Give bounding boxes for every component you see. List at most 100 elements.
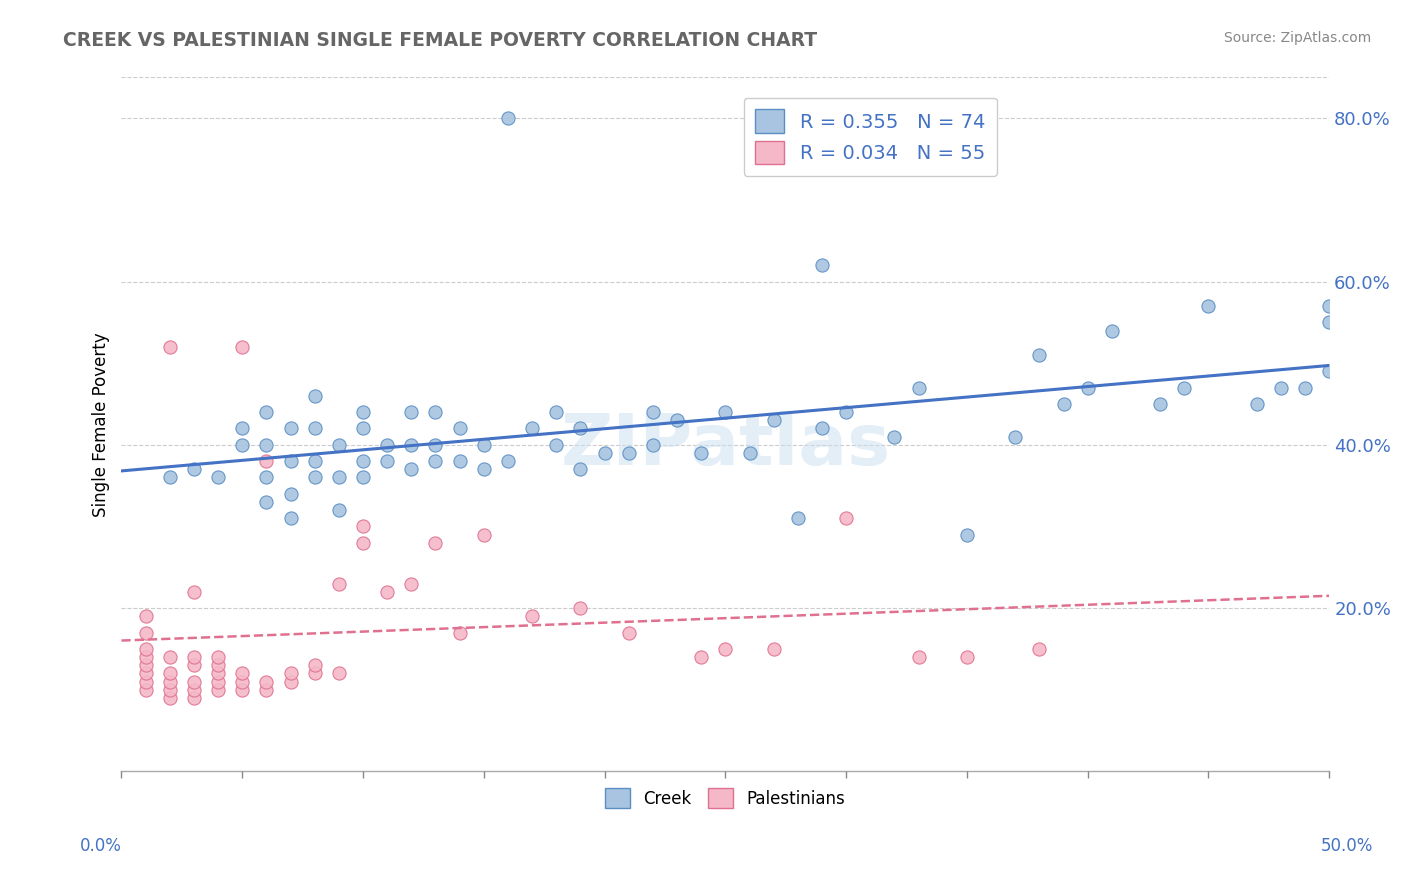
Point xyxy=(135,658,157,673)
Point xyxy=(617,446,640,460)
Point xyxy=(280,674,302,689)
Point xyxy=(375,438,398,452)
Point xyxy=(1077,381,1099,395)
Point xyxy=(835,511,858,525)
Point xyxy=(472,462,495,476)
Point xyxy=(159,650,181,665)
Point xyxy=(1101,324,1123,338)
Text: 50.0%: 50.0% xyxy=(1320,837,1374,855)
Point xyxy=(183,584,205,599)
Point xyxy=(304,470,326,484)
Point xyxy=(449,421,471,435)
Point xyxy=(690,650,713,665)
Point xyxy=(1198,299,1220,313)
Point xyxy=(690,446,713,460)
Point xyxy=(231,682,253,697)
Point xyxy=(1028,348,1050,362)
Point xyxy=(159,682,181,697)
Point xyxy=(328,503,350,517)
Point xyxy=(207,666,229,681)
Point xyxy=(811,258,834,272)
Point xyxy=(280,421,302,435)
Point xyxy=(231,438,253,452)
Point xyxy=(714,405,737,419)
Point xyxy=(1052,397,1074,411)
Point xyxy=(135,682,157,697)
Point xyxy=(304,421,326,435)
Point xyxy=(304,666,326,681)
Point xyxy=(328,576,350,591)
Point xyxy=(569,421,592,435)
Point xyxy=(207,658,229,673)
Point xyxy=(135,641,157,656)
Point xyxy=(183,650,205,665)
Point xyxy=(472,527,495,541)
Point xyxy=(135,609,157,624)
Point xyxy=(883,430,905,444)
Point xyxy=(835,405,858,419)
Point xyxy=(352,519,374,533)
Point xyxy=(254,438,277,452)
Text: 0.0%: 0.0% xyxy=(80,837,122,855)
Point xyxy=(254,674,277,689)
Point xyxy=(1246,397,1268,411)
Point xyxy=(280,454,302,468)
Point xyxy=(159,340,181,354)
Point xyxy=(183,690,205,705)
Point xyxy=(135,625,157,640)
Point xyxy=(159,674,181,689)
Point xyxy=(956,527,979,541)
Text: Source: ZipAtlas.com: Source: ZipAtlas.com xyxy=(1223,31,1371,45)
Point xyxy=(401,576,423,591)
Point xyxy=(1004,430,1026,444)
Point xyxy=(231,340,253,354)
Point xyxy=(641,405,664,419)
Point xyxy=(352,536,374,550)
Point xyxy=(135,666,157,681)
Point xyxy=(907,650,929,665)
Point xyxy=(254,454,277,468)
Point xyxy=(159,690,181,705)
Point xyxy=(207,470,229,484)
Point xyxy=(231,674,253,689)
Point xyxy=(207,650,229,665)
Point xyxy=(328,666,350,681)
Point xyxy=(1317,315,1340,329)
Y-axis label: Single Female Poverty: Single Female Poverty xyxy=(93,332,110,516)
Point xyxy=(449,454,471,468)
Point xyxy=(762,641,785,656)
Point xyxy=(401,438,423,452)
Point xyxy=(352,421,374,435)
Point xyxy=(135,650,157,665)
Point xyxy=(1270,381,1292,395)
Point xyxy=(1173,381,1195,395)
Point xyxy=(786,511,808,525)
Point xyxy=(449,625,471,640)
Point xyxy=(183,658,205,673)
Point xyxy=(1317,364,1340,378)
Text: ZIPatlas: ZIPatlas xyxy=(560,410,890,480)
Point xyxy=(280,511,302,525)
Point xyxy=(375,454,398,468)
Point xyxy=(546,405,568,419)
Point xyxy=(352,405,374,419)
Point xyxy=(183,462,205,476)
Point xyxy=(738,446,761,460)
Point xyxy=(280,666,302,681)
Point xyxy=(207,682,229,697)
Point xyxy=(425,536,447,550)
Point xyxy=(496,454,519,468)
Point xyxy=(328,438,350,452)
Point xyxy=(304,389,326,403)
Point xyxy=(569,462,592,476)
Point xyxy=(956,650,979,665)
Point xyxy=(811,421,834,435)
Point xyxy=(472,438,495,452)
Point xyxy=(231,666,253,681)
Point xyxy=(425,405,447,419)
Point xyxy=(375,584,398,599)
Point xyxy=(352,454,374,468)
Point xyxy=(231,421,253,435)
Point xyxy=(280,487,302,501)
Point xyxy=(254,470,277,484)
